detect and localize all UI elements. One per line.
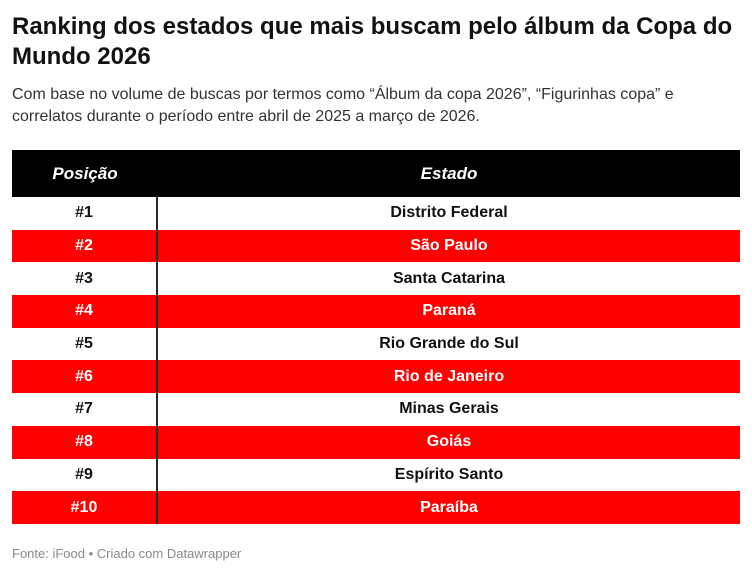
chart-title: Ranking dos estados que mais buscam pelo… (12, 13, 733, 70)
column-header-posicao: Posição (52, 164, 118, 183)
table-row: #6 Rio de Janeiro (12, 360, 740, 394)
state-cell: Minas Gerais (399, 400, 499, 418)
state-cell: São Paulo (410, 237, 488, 255)
table-row: #8 Goiás (12, 425, 740, 459)
table-header: Posição Estado (12, 150, 740, 197)
ranking-table: Posição Estado #1 Distrito Federal #2 São P… (12, 150, 740, 524)
state-cell: Paraná (422, 302, 476, 320)
state-cell: Espírito Santo (394, 465, 504, 483)
state-cell: Rio de Janeiro (393, 367, 505, 385)
chart-subtitle: Com base no volume de buscas por termos … (12, 86, 674, 125)
table-row: #5 Rio Grande do Sul (12, 327, 740, 361)
table-row: #10 Paraíba (12, 491, 740, 524)
table-row: #7 Minas Gerais (12, 393, 740, 426)
rank-cell: #2 (12, 229, 158, 263)
rank-cell: #5 (12, 327, 158, 361)
state-cell: Distrito Federal (390, 204, 508, 222)
state-cell: Goiás (426, 433, 472, 451)
rank-cell: #9 (12, 458, 158, 492)
table-row: #4 Paraná (12, 295, 740, 328)
state-cell: Rio Grande do Sul (379, 335, 519, 353)
rank-cell: #4 (12, 295, 158, 328)
table-row: #2 São Paulo (12, 229, 740, 263)
rank-cell: #1 (12, 197, 158, 230)
table-body: #1 Distrito Federal #2 São Paulo #3 Santa Cat… (12, 197, 740, 524)
table-row: #1 Distrito Federal (12, 197, 740, 230)
source-note: Fonte: iFood • Criado com Datawrapper (12, 546, 242, 561)
rank-cell: #10 (12, 491, 158, 524)
state-cell: Santa Catarina (392, 269, 506, 287)
state-cell: Paraíba (420, 498, 478, 516)
rank-cell: #8 (12, 425, 158, 459)
rank-cell: #6 (12, 360, 158, 394)
rank-cell: #7 (12, 393, 158, 426)
column-header-estado: Estado (420, 164, 478, 183)
table-row: #3 Santa Catarina (12, 262, 740, 296)
rank-cell: #3 (12, 262, 158, 296)
table-row: #9 Espírito Santo (12, 458, 740, 492)
